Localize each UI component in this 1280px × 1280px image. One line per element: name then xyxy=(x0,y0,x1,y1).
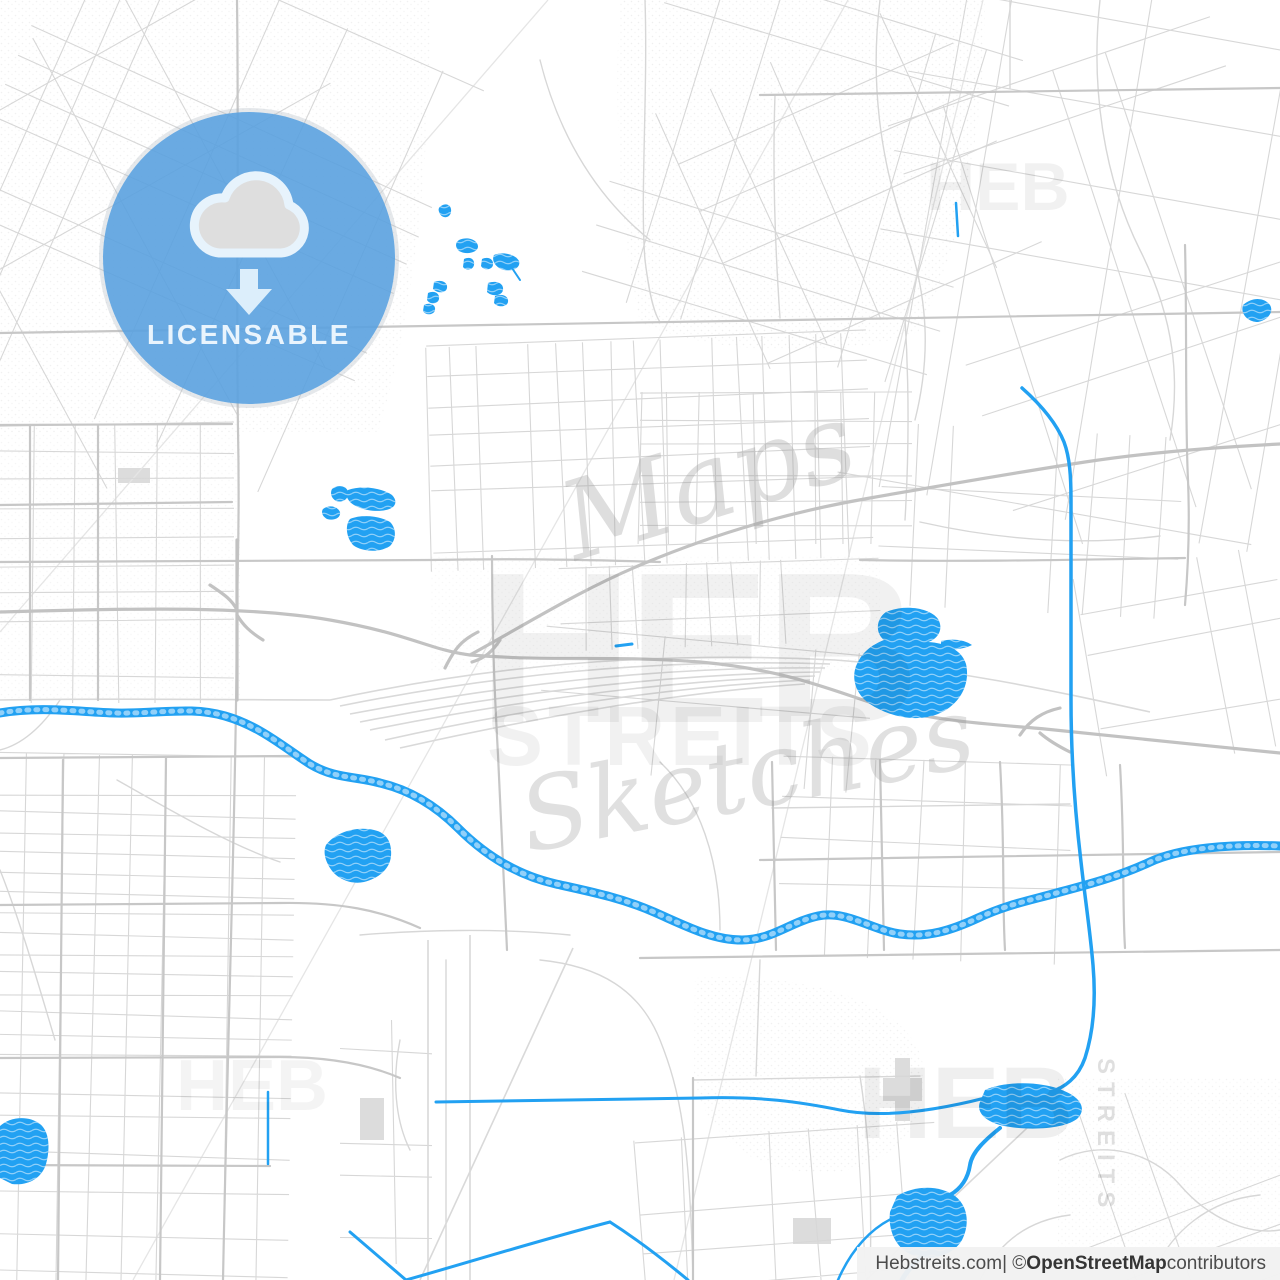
watermark-streits-center: STREITS xyxy=(487,689,877,783)
attribution-bar: Hebstreits.com | © OpenStreetMap contrib… xyxy=(857,1247,1280,1280)
download-arrow xyxy=(226,269,272,315)
cloud-download-icon xyxy=(189,171,309,315)
watermark-streits-vertical: STREITS xyxy=(1092,1058,1119,1215)
watermark-heb-bottom-right: HEB xyxy=(858,1046,1073,1160)
buildings-layer xyxy=(118,468,922,1244)
rivers-layer xyxy=(0,201,1280,1280)
cloud-shape xyxy=(189,171,309,258)
attribution-osm-link[interactable]: OpenStreetMap xyxy=(1026,1252,1167,1274)
freeways-layer xyxy=(0,442,1280,755)
lakes-layer xyxy=(0,204,1272,1258)
licensable-badge[interactable]: LICENSABLE xyxy=(103,112,395,404)
attribution-separator: | © xyxy=(1002,1252,1027,1274)
badge-label: LICENSABLE xyxy=(147,319,351,350)
watermark-heb-top-right: HEB xyxy=(926,149,1070,225)
attribution-site-link[interactable]: Hebstreits.com xyxy=(875,1252,1003,1274)
watermark-heb-bottom-left: HEB xyxy=(176,1046,328,1126)
attribution-suffix: contributors xyxy=(1166,1252,1266,1274)
watermark-heb-center: HEB xyxy=(478,527,914,768)
